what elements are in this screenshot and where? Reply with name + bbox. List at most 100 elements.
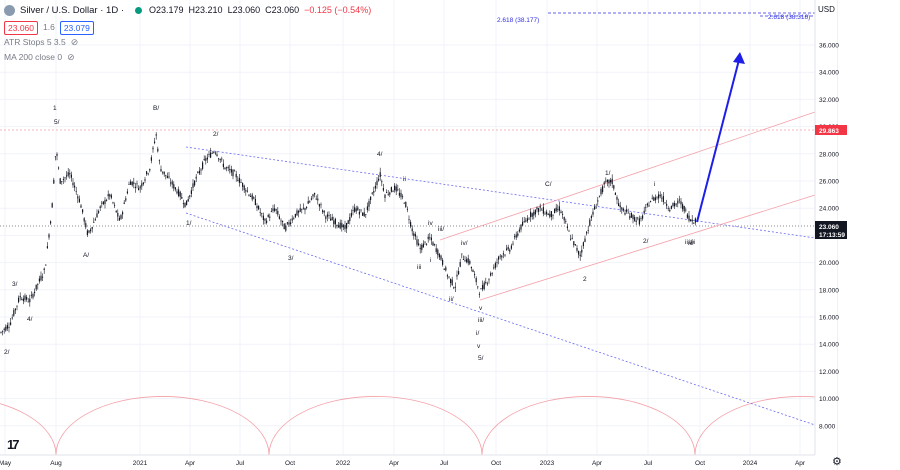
bid-button[interactable]: 23.060 [4,20,38,35]
time-tick-label: Jul [440,460,449,467]
candle-body [91,227,93,230]
candle-body [693,222,695,224]
candle-body [397,189,399,191]
wave-label: v [477,343,481,350]
candle-body [99,206,101,208]
symbol-title[interactable]: Silver / U.S. Dollar · 1D · [20,5,124,16]
candle-body [35,284,37,290]
candle-body [405,201,407,208]
candle-body [266,220,268,223]
candle-body [251,194,253,200]
candle-body [242,182,244,187]
candle-body [34,291,36,294]
channel-lines[interactable]: 2.618 (38.177) 2.618 (38.316) [0,12,816,426]
candle-body [325,216,327,219]
candle-body [520,224,522,230]
candle-body [386,192,388,193]
candle-body [341,223,343,228]
candle-body [173,184,175,189]
candle-body [438,254,440,258]
eye-off-icon[interactable]: ⊘ [67,52,75,62]
candle-body [467,258,469,264]
candle-body [547,213,549,216]
ask-button[interactable]: 23.079 [59,20,94,35]
candle-body [517,233,519,236]
candle-body [666,203,668,206]
projection-arrow [696,55,741,223]
candle-body [136,183,138,185]
candle-body [248,194,250,196]
candle-body [390,187,392,192]
candle-body [197,172,199,173]
candle-body [163,171,165,175]
candle-body [214,152,216,154]
candle-body [368,200,370,207]
candle-body [176,191,178,194]
indicator-ma200[interactable]: MA 200 close 0 [4,52,63,62]
candle-body [400,192,402,198]
gear-icon[interactable]: ⚙ [832,456,842,468]
wave-label: 5/ [478,355,484,362]
candle-body [456,274,458,277]
last-price-tag-text: 17:13:59 [819,232,845,239]
indicator-atr-stops[interactable]: ATR Stops 5 3.5 [4,37,66,47]
currency-label[interactable]: USD [818,5,835,14]
wave-label: i [654,181,655,188]
candle-body [227,167,229,169]
candle-body [72,182,74,186]
candle-body [104,199,106,204]
price-tick-label: 28.000 [819,151,839,158]
candle-body [322,210,324,212]
candle-body [56,153,58,156]
candle-body [363,212,365,217]
level-price-tag-bg [815,125,847,135]
candle-body [603,182,605,185]
candle-body [318,204,320,207]
wave-label: 1/ [186,220,192,227]
candle-body [152,147,154,150]
candle-body [133,182,135,185]
wave-label: C/ [545,181,552,188]
wave-label: ii [692,239,695,246]
candle-body [221,158,223,160]
candle-body [250,196,252,197]
candle-body [350,212,352,217]
candle-body [154,141,156,144]
candle-body [171,181,173,185]
candle-body [555,207,557,211]
candle-body [658,194,660,199]
candle-body [621,207,623,210]
red-channel-lower [479,194,816,301]
candle-body [115,210,117,213]
candle-body [74,185,76,188]
candle-body [365,214,367,216]
candle-body [587,229,589,231]
candle-body [398,192,400,196]
candle-body [310,198,312,200]
wave-label: ii [403,176,406,183]
candle-body [430,237,432,241]
candle-body [94,219,96,221]
candle-body [357,207,359,211]
eye-off-icon[interactable]: ⊘ [70,37,79,47]
time-tick-label: Apr [389,460,400,467]
time-tick-label: Oct [695,460,705,467]
candle-body [552,214,554,216]
candle-body [24,295,26,300]
candle-body [483,282,485,290]
candle-body [67,172,69,176]
candle-body [59,178,61,184]
candle-body [582,242,584,247]
candle-body [144,179,146,181]
wave-label: ii [685,239,688,246]
candle-body [618,203,620,207]
candle-body [198,170,200,174]
candle-body [54,156,56,158]
candle-body [26,296,28,300]
candle-body [536,207,538,210]
candle-body [107,194,109,197]
candle-body [576,247,578,251]
